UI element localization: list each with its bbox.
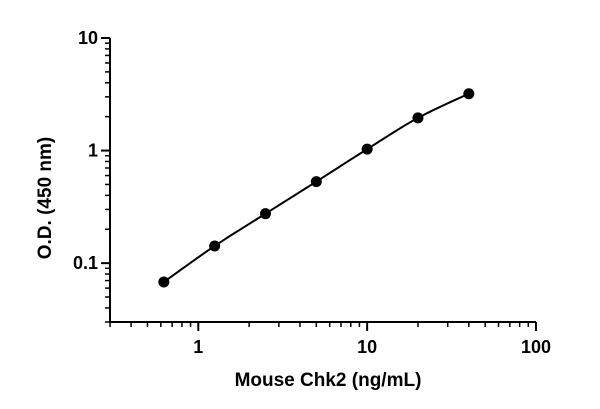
x-axis-title: Mouse Chk2 (ng/mL) xyxy=(235,370,422,391)
x-tick-label: 10 xyxy=(357,337,377,357)
fit-curve-layer xyxy=(163,92,470,283)
x-tick-label: 100 xyxy=(521,337,551,357)
data-point xyxy=(259,208,271,220)
data-point xyxy=(412,112,424,124)
y-tick-label: 10 xyxy=(78,28,98,48)
data-point xyxy=(361,143,373,155)
data-point xyxy=(310,176,322,188)
y-axis-title: O.D. (450 nm) xyxy=(35,137,56,259)
x-ticks: 1 10 100 xyxy=(109,322,551,357)
data-point xyxy=(209,240,221,252)
x-tick-label: 1 xyxy=(193,337,203,357)
fit-curve xyxy=(163,92,470,283)
y-ticks: 0.1 1 10 xyxy=(73,28,110,323)
data-points xyxy=(158,88,475,288)
axes: 0.1 1 10 1 10 100 xyxy=(73,28,551,357)
y-tick-label: 0.1 xyxy=(73,253,98,273)
y-tick-label: 1 xyxy=(88,141,98,161)
data-point xyxy=(158,276,170,288)
data-point xyxy=(463,88,475,100)
